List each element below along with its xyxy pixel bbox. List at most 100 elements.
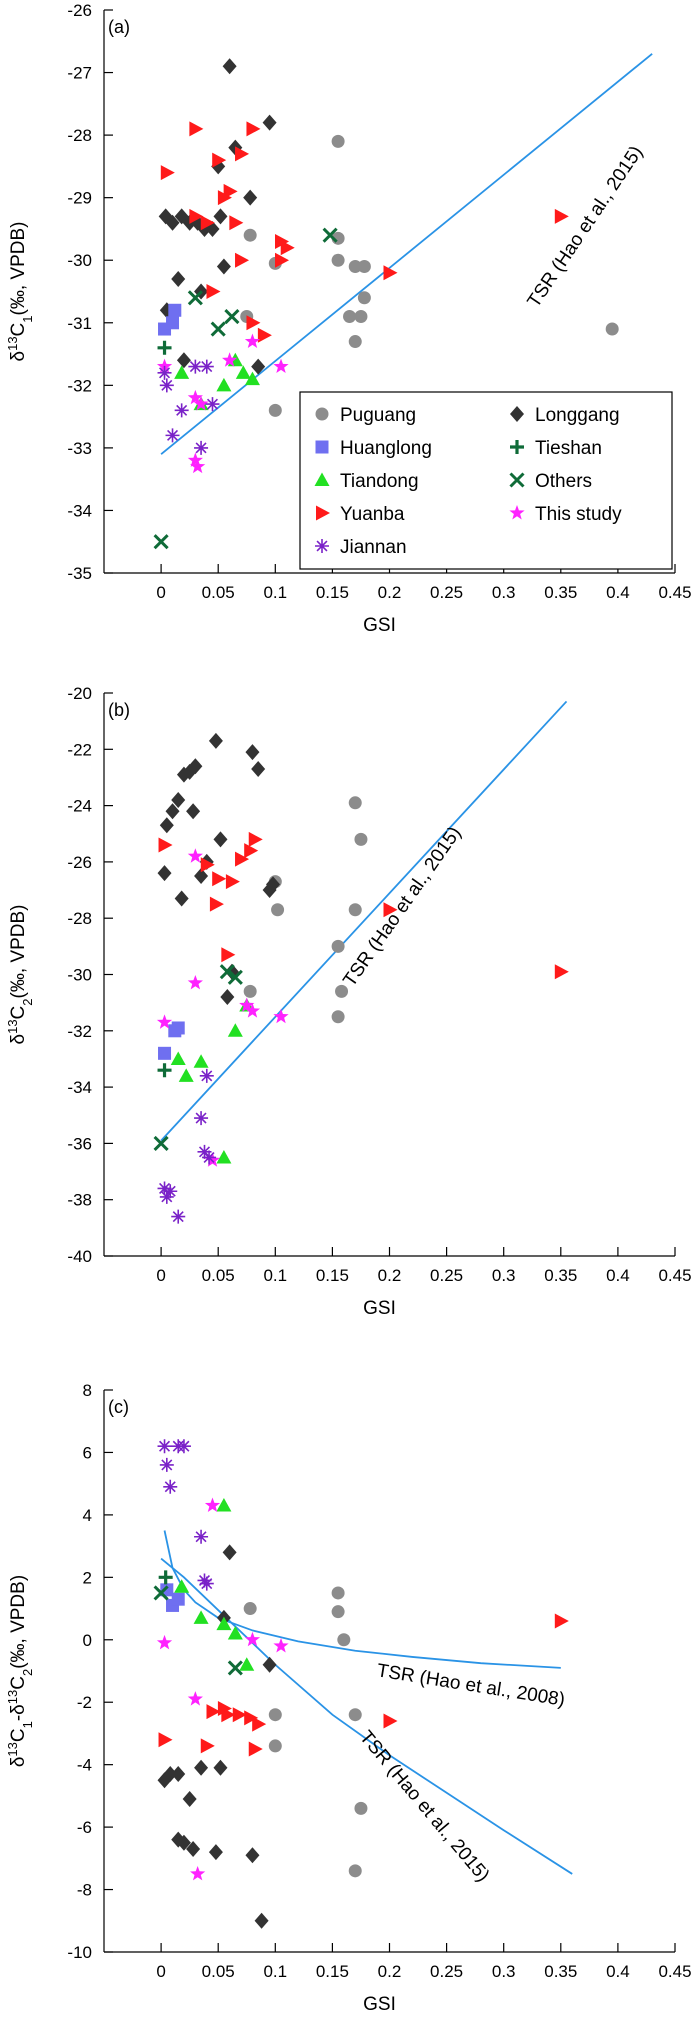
data-point: [348, 1708, 362, 1722]
x-tick-label: 0.25: [430, 1962, 463, 1981]
data-point: [257, 327, 272, 343]
data-point: [244, 371, 260, 386]
series-this-study: [156, 848, 289, 1167]
legend-label: Puguang: [340, 405, 416, 426]
x-tick-label: 0: [156, 1962, 165, 1981]
legend-label: Huanglong: [340, 438, 432, 459]
data-point: [223, 183, 238, 199]
data-point: [176, 352, 191, 369]
data-point: [266, 876, 281, 893]
data-point: [227, 1660, 243, 1676]
data-point: [243, 1602, 257, 1616]
data-point: [194, 867, 209, 884]
y-tick-label: -34: [67, 501, 92, 520]
data-point: [200, 215, 215, 231]
series-huanglong: [158, 303, 182, 336]
data-point: [554, 1613, 569, 1629]
legend-marker: [314, 472, 330, 486]
data-point: [273, 1008, 289, 1024]
data-point: [244, 1003, 261, 1018]
series-others: [153, 964, 243, 1151]
data-point: [268, 1708, 282, 1722]
data-point: [165, 428, 180, 443]
x-tick-label: 0.4: [606, 583, 630, 602]
data-point: [216, 1616, 232, 1631]
data-point: [343, 310, 357, 324]
legend-marker: [509, 505, 525, 520]
data-point: [159, 1457, 174, 1472]
x-tick-label: 0.1: [263, 1962, 287, 1981]
data-point: [357, 259, 371, 273]
x-tick-label: 0.1: [263, 1266, 287, 1285]
series-this-study: [156, 333, 289, 474]
data-point: [248, 831, 263, 847]
series-tieshan: [157, 1063, 172, 1078]
legend-entry: Jiannan: [315, 537, 407, 558]
panel-a: -35 -34 -33 -32 -31 -30 -29 -28 -27 -26 0 0.05 0.1 0.…: [5, 1, 692, 636]
data-point: [200, 1738, 215, 1754]
y-tick-label: -10: [67, 1943, 92, 1962]
y-tick-label: -27: [67, 64, 92, 83]
series-puguang: [243, 1586, 368, 1878]
y-axis-title: δ13C1-δ13C2(‰, VPDB): [5, 1575, 35, 1767]
series-tiandong: [170, 997, 255, 1164]
data-point: [243, 984, 257, 998]
x-tick-label: 0.35: [544, 1266, 577, 1285]
data-point: [158, 1570, 173, 1585]
y-tick-label: -20: [67, 684, 92, 703]
data-point: [331, 939, 345, 953]
x-tick-label: 0.2: [378, 1962, 402, 1981]
y-tick-label: 6: [83, 1443, 92, 1462]
data-point: [337, 1633, 351, 1647]
data-point: [348, 335, 362, 349]
data-point: [174, 365, 190, 379]
data-point: [224, 308, 240, 325]
series-yuanba: [160, 121, 569, 343]
x-tick-label: 0.25: [430, 583, 463, 602]
data-point: [331, 1605, 345, 1619]
y-tick-label: -31: [67, 314, 92, 333]
data-point: [262, 114, 277, 131]
data-point: [331, 253, 345, 267]
y-tick-label: -40: [67, 1247, 92, 1266]
x-tick-label: 0.15: [316, 1266, 349, 1285]
legend-marker: [315, 539, 329, 553]
data-point: [165, 214, 180, 231]
data-point: [187, 389, 203, 405]
data-point: [163, 1184, 178, 1199]
data-point: [197, 1144, 212, 1159]
data-point: [554, 964, 569, 980]
data-point: [354, 310, 368, 324]
data-point: [208, 732, 223, 749]
data-point: [206, 284, 221, 299]
data-point: [188, 758, 203, 775]
data-point: [354, 1801, 368, 1815]
y-tick-label: -22: [67, 740, 92, 759]
data-point: [220, 989, 235, 1006]
data-point: [280, 240, 295, 256]
y-axis-title: δ13C2(‰, VPDB): [5, 905, 35, 1045]
x-tick-label: 0.3: [492, 1266, 516, 1285]
data-point: [225, 874, 240, 890]
y-tick-label: -36: [67, 1134, 92, 1153]
legend-entry: Longgang: [510, 405, 620, 426]
data-point: [153, 534, 169, 550]
data-point: [216, 377, 232, 392]
y-tick-label: -32: [67, 1022, 92, 1041]
y-tick-label: -2: [77, 1693, 92, 1712]
data-point: [246, 121, 261, 137]
x-tick-label: 0.35: [544, 583, 577, 602]
series-tiandong: [174, 1498, 255, 1671]
data-point: [331, 1586, 345, 1600]
panel-label: (c): [108, 1397, 129, 1417]
y-tick-label: 2: [83, 1568, 92, 1587]
data-point: [178, 1068, 194, 1082]
x-tick-label: 0.15: [316, 1962, 349, 1981]
series-jiannan: [157, 359, 220, 455]
y-tick-label: -35: [67, 564, 92, 583]
data-point: [221, 947, 236, 963]
series-yuanba: [158, 831, 569, 980]
data-point: [222, 352, 238, 367]
y-tick-label: 0: [83, 1631, 92, 1650]
